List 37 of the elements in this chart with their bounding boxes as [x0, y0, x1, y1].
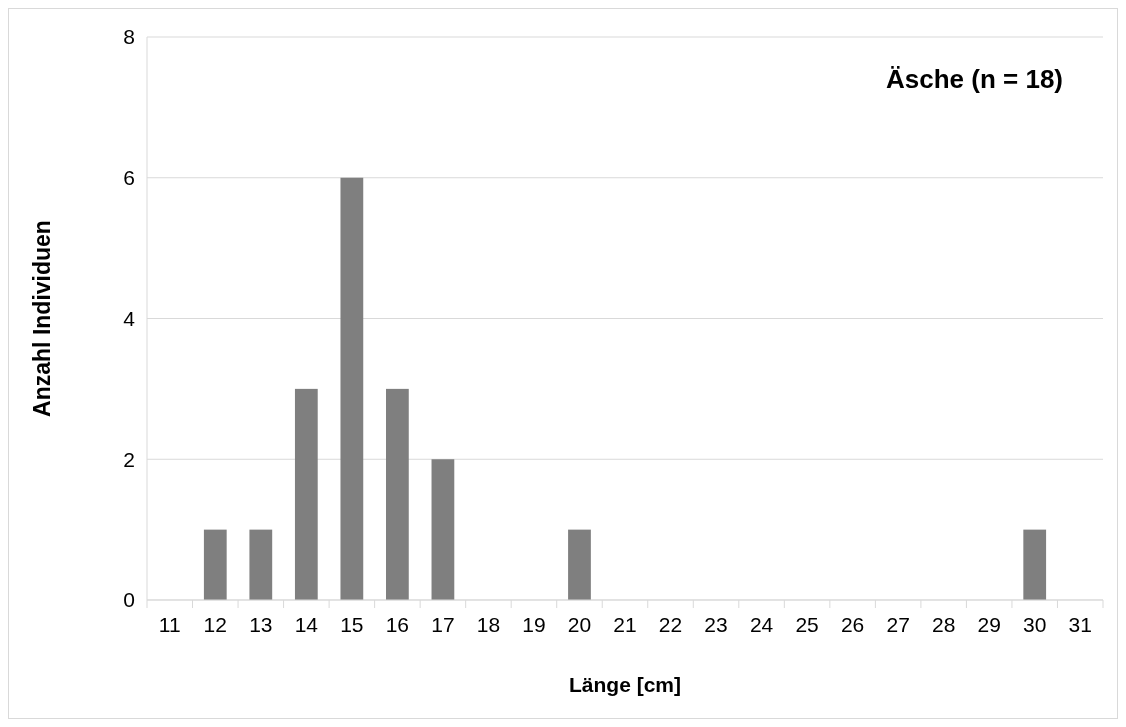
x-tick-label: 29 — [977, 613, 1001, 636]
bar — [249, 529, 273, 600]
y-tick-label: 0 — [123, 588, 135, 612]
x-tick-label: 14 — [294, 613, 319, 636]
bar — [203, 529, 227, 600]
x-tick-label: 31 — [1068, 613, 1092, 636]
x-tick-label: 15 — [340, 613, 364, 636]
x-tick-label: 20 — [567, 613, 592, 636]
y-tick-label: 2 — [123, 447, 135, 471]
x-axis-title: Länge [cm] — [568, 673, 682, 696]
x-tick-label: 16 — [385, 613, 410, 636]
y-tick-label: 6 — [123, 166, 135, 190]
bar — [386, 388, 409, 600]
text: Äsche (n = 18) — [885, 64, 1063, 94]
x-tick-label: 25 — [795, 613, 819, 636]
x-tick-label: 12 — [203, 613, 227, 636]
bar — [340, 177, 364, 600]
x-tick-label: 17 — [431, 613, 455, 636]
x-tick-label: 18 — [476, 613, 501, 636]
bar — [568, 529, 591, 600]
bar — [294, 388, 318, 600]
x-tick-label: 13 — [249, 613, 273, 636]
x-tick-label: 23 — [704, 613, 728, 636]
x-tick-label: 30 — [1023, 613, 1047, 636]
x-tick-label: 26 — [840, 613, 865, 636]
y-tick-label: 8 — [123, 25, 135, 49]
x-tick-label: 11 — [158, 613, 181, 636]
x-tick-label: 28 — [931, 613, 956, 636]
x-tick-label: 22 — [658, 613, 683, 636]
x-tick-label: 19 — [522, 613, 546, 636]
x-tick-label: 24 — [749, 613, 774, 636]
y-axis-title: Anzahl Individuen — [29, 220, 55, 417]
bar — [431, 459, 455, 600]
x-tick-label: 27 — [886, 613, 910, 636]
x-tick-label: 21 — [613, 613, 637, 636]
y-tick-label: 4 — [123, 306, 136, 330]
bar — [1023, 529, 1047, 600]
